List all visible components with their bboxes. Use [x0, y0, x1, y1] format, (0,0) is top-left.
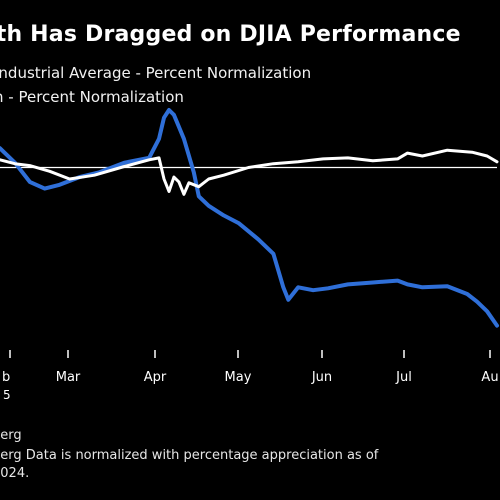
source-note: berg: [0, 428, 22, 443]
x-tick-label: May: [225, 370, 252, 385]
x-tick-label: Au: [481, 370, 498, 385]
x-tick-label: Mar: [56, 370, 81, 385]
x-axis: b Mar Apr May Jun Jul Au 5: [2, 350, 499, 402]
chart-title: lth Has Dragged on DJIA Performance: [0, 22, 461, 47]
x-tick-label: b: [2, 370, 10, 385]
x-tick-label: Apr: [144, 370, 167, 385]
legend-unh: h - Percent Normalization: [0, 88, 184, 106]
data-note-date: 2024.: [0, 466, 30, 481]
x-year-label: 5: [3, 388, 11, 402]
series-line-unh: [0, 108, 499, 328]
x-tick-label: Jun: [311, 370, 332, 385]
data-note: berg Data is normalized with percentage …: [0, 448, 379, 463]
legend-djia: Industrial Average - Percent Normalizati…: [0, 64, 312, 82]
x-tick-label: Jul: [395, 370, 412, 385]
series-group: [0, 108, 499, 328]
series-line-djia: [0, 148, 499, 196]
